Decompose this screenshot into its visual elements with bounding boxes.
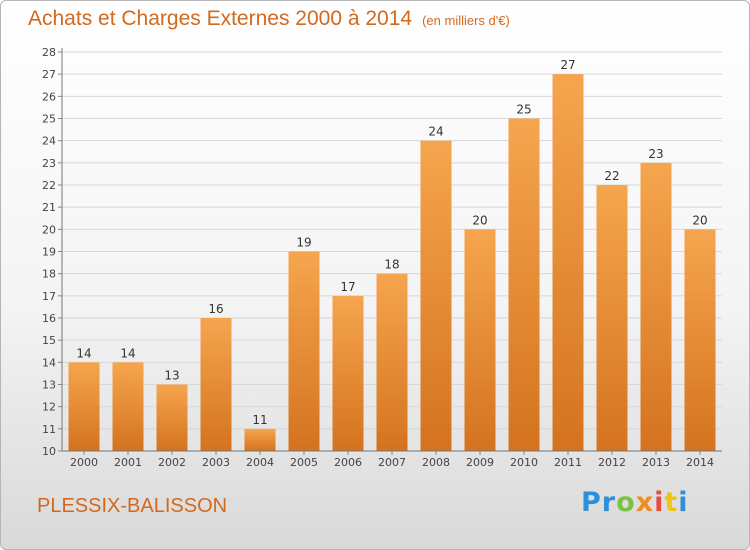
bar bbox=[68, 362, 100, 451]
y-axis-labels: 10 11 12 13 14 15 16 17 18 19 20 21 22 23 24 25 26 27 28 bbox=[42, 46, 56, 458]
x-tick-label: 2008 bbox=[422, 456, 450, 469]
logo-letter: x bbox=[635, 487, 655, 518]
x-tick-label: 2002 bbox=[158, 456, 186, 469]
y-tick-label: 23 bbox=[42, 157, 56, 170]
bar-value-label: 11 bbox=[252, 413, 267, 427]
bar-value-label: 20 bbox=[472, 213, 487, 227]
y-tick-label: 28 bbox=[42, 46, 56, 59]
y-tick-label: 20 bbox=[42, 223, 56, 236]
x-tick-label: 2014 bbox=[686, 456, 714, 469]
bar bbox=[200, 318, 232, 451]
bar bbox=[596, 185, 628, 451]
x-tick-label: 2012 bbox=[598, 456, 626, 469]
y-tick-label: 12 bbox=[42, 401, 56, 414]
bar bbox=[332, 295, 364, 451]
y-tick-label: 18 bbox=[42, 268, 56, 281]
x-axis-labels: 2000 2001 2002 2003 2004 2005 2006 2007 2008 2009… bbox=[70, 451, 714, 469]
bar-value-label: 13 bbox=[164, 369, 179, 383]
y-tick-label: 24 bbox=[42, 135, 56, 148]
data-labels: 14 14 13 16 11 19 17 18 24 20 25 27 22 23 20 bbox=[76, 58, 707, 427]
chart-title: Achats et Charges Externes 2000 à 2014 (e… bbox=[28, 7, 510, 30]
x-tick-label: 2009 bbox=[466, 456, 494, 469]
y-tick-label: 27 bbox=[42, 68, 56, 81]
bars bbox=[68, 74, 716, 452]
y-tick-label: 15 bbox=[42, 334, 56, 347]
y-tick-label: 25 bbox=[42, 113, 56, 126]
logo-letter: t bbox=[664, 487, 679, 518]
bar-value-label: 27 bbox=[560, 58, 575, 72]
bar-value-label: 14 bbox=[120, 346, 135, 360]
chart-subtitle: (en milliers d'€) bbox=[422, 13, 510, 28]
y-tick-label: 26 bbox=[42, 90, 56, 103]
logo-letter: i bbox=[678, 487, 689, 518]
bar bbox=[156, 384, 188, 451]
y-tick-label: 17 bbox=[42, 290, 56, 303]
y-tick-label: 19 bbox=[42, 246, 56, 259]
bar-value-label: 16 bbox=[208, 302, 223, 316]
proxiti-logo: Proxiti bbox=[581, 487, 689, 518]
x-tick-label: 2013 bbox=[642, 456, 670, 469]
bar bbox=[684, 229, 716, 451]
bar-value-label: 22 bbox=[604, 169, 619, 183]
bar-value-label: 18 bbox=[384, 258, 399, 272]
x-tick-label: 2004 bbox=[246, 456, 274, 469]
bar bbox=[420, 140, 452, 451]
bar-value-label: 14 bbox=[76, 346, 91, 360]
x-tick-label: 2011 bbox=[554, 456, 582, 469]
logo-letter: i bbox=[654, 487, 665, 518]
x-tick-label: 2006 bbox=[334, 456, 362, 469]
bar bbox=[552, 74, 584, 452]
town-name: PLESSIX-BALISSON bbox=[37, 495, 228, 517]
x-tick-label: 2000 bbox=[70, 456, 98, 469]
y-tick-label: 13 bbox=[42, 379, 56, 392]
bar bbox=[508, 118, 540, 451]
y-tick-label: 11 bbox=[42, 423, 56, 436]
bar bbox=[376, 273, 408, 451]
x-tick-label: 2003 bbox=[202, 456, 230, 469]
y-tick-label: 14 bbox=[42, 356, 56, 369]
axes bbox=[61, 48, 722, 452]
logo-letter: o bbox=[616, 487, 636, 518]
bar bbox=[640, 162, 672, 452]
logo-letter: P bbox=[581, 487, 602, 518]
x-tick-label: 2010 bbox=[510, 456, 538, 469]
y-tick-label: 22 bbox=[42, 179, 56, 192]
bar bbox=[112, 362, 144, 451]
bar bbox=[288, 251, 320, 451]
y-tick-label: 10 bbox=[42, 445, 56, 458]
bar-value-label: 25 bbox=[516, 103, 531, 117]
bar-value-label: 20 bbox=[692, 213, 707, 227]
x-tick-label: 2001 bbox=[114, 456, 142, 469]
y-tick-label: 21 bbox=[42, 201, 56, 214]
bar-value-label: 23 bbox=[648, 147, 663, 161]
x-tick-label: 2005 bbox=[290, 456, 318, 469]
logo-letter: r bbox=[601, 487, 617, 518]
bar bbox=[464, 229, 496, 451]
bar-value-label: 17 bbox=[340, 280, 355, 294]
bar bbox=[244, 428, 276, 451]
y-tick-label: 16 bbox=[42, 312, 56, 325]
bar-value-label: 24 bbox=[428, 125, 443, 139]
x-tick-label: 2007 bbox=[378, 456, 406, 469]
bar-value-label: 19 bbox=[296, 236, 311, 250]
